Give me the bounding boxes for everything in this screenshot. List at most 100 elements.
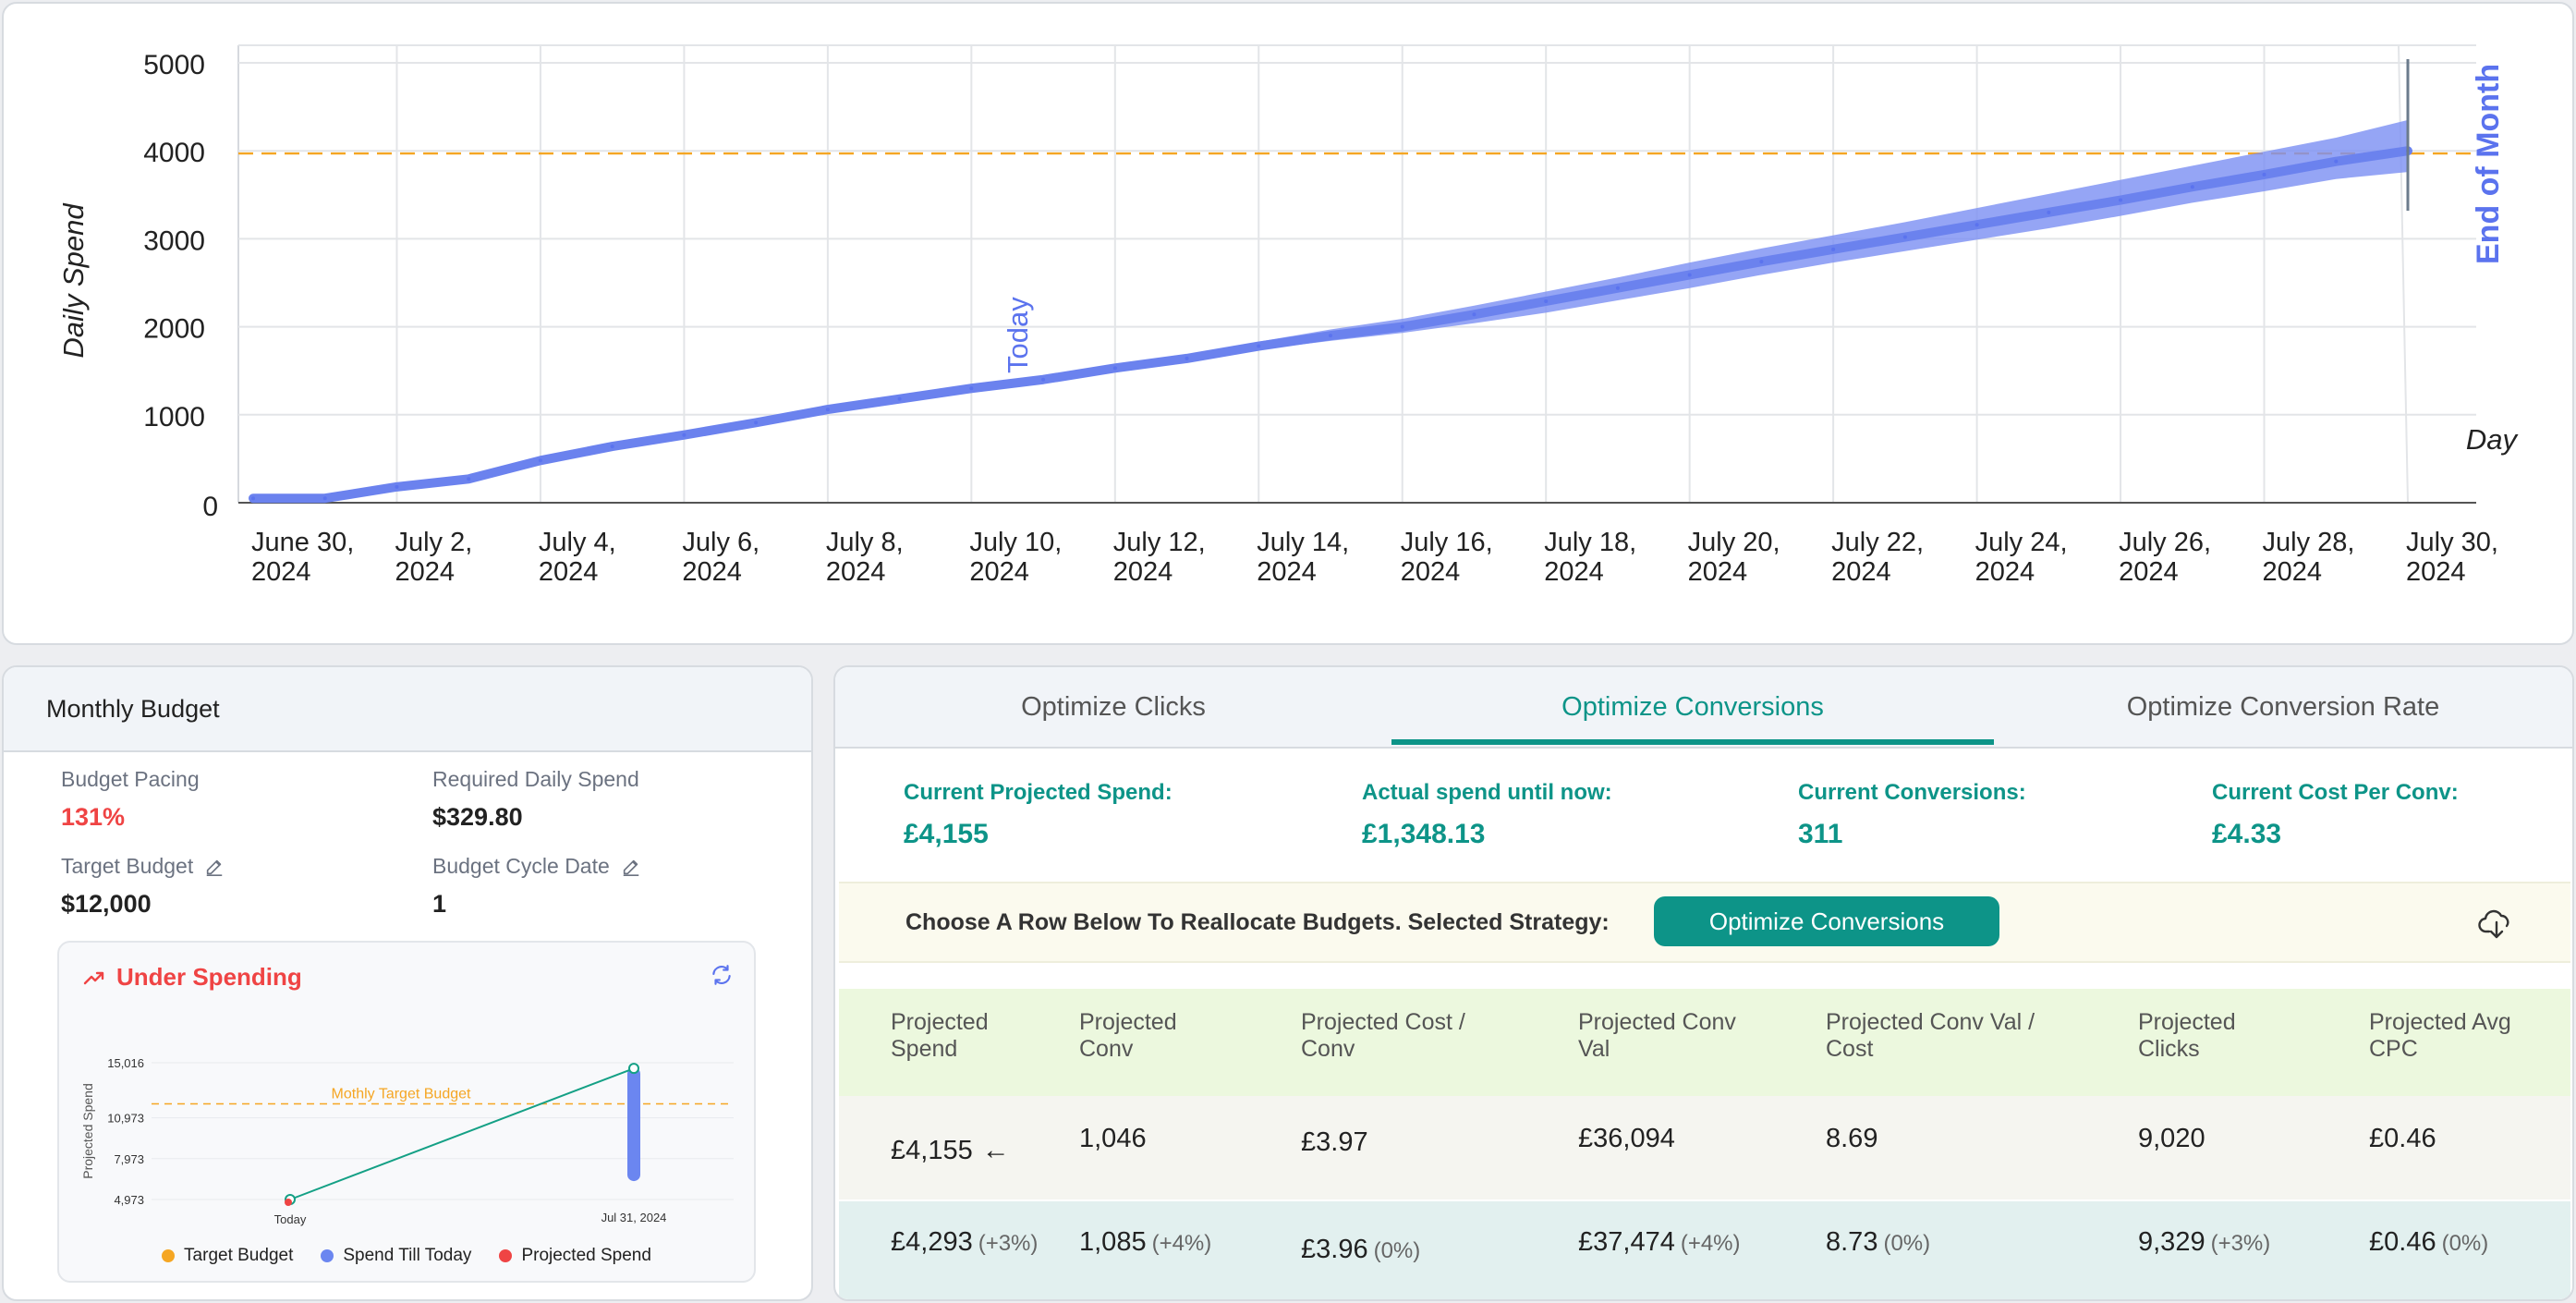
budget-pacing: Budget Pacing 131% bbox=[61, 767, 200, 832]
metric-label: Current Cost Per Conv: bbox=[2212, 780, 2459, 805]
cell-change: (+4%) bbox=[1680, 1231, 1741, 1256]
metric-current-conversions: Current Conversions: 311 bbox=[1798, 780, 2026, 850]
budget-cycle-label-row: Budget Cycle Date bbox=[432, 854, 641, 879]
mini-x-tick-label: Today bbox=[274, 1212, 307, 1226]
metric-value: £4,155 bbox=[904, 819, 989, 849]
end-of-month-label: End of Month bbox=[2471, 64, 2506, 264]
required-daily-spend-value: $329.80 bbox=[432, 803, 523, 831]
header-line: Projected bbox=[1079, 1009, 1177, 1035]
cell-change: (0%) bbox=[2441, 1231, 2489, 1256]
active-tab-indicator bbox=[1391, 739, 1994, 745]
col-projected-clicks: Projected Clicks bbox=[2138, 1009, 2360, 1063]
table-row[interactable]: £4,293 (+3%) 1,085 (+4%) £3.96 (0%) £37,474… bbox=[839, 1201, 2570, 1299]
cell-clicks: 9,329 (+3%) bbox=[2138, 1227, 2270, 1258]
col-projected-conv: Projected Conv bbox=[1079, 1009, 1301, 1063]
cell-value: £3.96 bbox=[1301, 1235, 1368, 1264]
metric-actual-spend: Actual spend until now: £1,348.13 bbox=[1362, 780, 1612, 850]
cell-value: £0.46 bbox=[2369, 1124, 2436, 1153]
header-line: CPC bbox=[2369, 1036, 2418, 1062]
data-point bbox=[395, 484, 399, 489]
optimization-card: Optimize Clicks Optimize Conversions Opt… bbox=[833, 665, 2574, 1301]
tab-optimize-conversion-rate[interactable]: Optimize Conversion Rate bbox=[2126, 692, 2440, 722]
today-marker-label: Today bbox=[1002, 297, 1034, 373]
col-projected-avg-cpc: Projected Avg CPC bbox=[2369, 1009, 2572, 1063]
data-point bbox=[1041, 377, 1046, 382]
x-tick-label: July 8, 2024 bbox=[826, 528, 904, 587]
cell-value: 9,020 bbox=[2138, 1124, 2205, 1153]
header-line: Projected Conv Val / bbox=[1826, 1009, 2035, 1035]
projected-end-point bbox=[628, 1063, 639, 1075]
x-tick-label: July 14, 2024 bbox=[1257, 528, 1349, 587]
mini-chart-legend: Target Budget Spend Till Today Projected… bbox=[59, 1246, 754, 1266]
cell-conv-val-cost: 8.69 bbox=[1826, 1124, 1877, 1154]
header-line: Val bbox=[1578, 1036, 1610, 1062]
legend-label: Projected Spend bbox=[521, 1246, 651, 1265]
grid-line bbox=[2398, 44, 2409, 504]
strategy-tabs: Optimize Clicks Optimize Conversions Opt… bbox=[835, 667, 2572, 749]
cell-value: 1,085 bbox=[1079, 1227, 1147, 1257]
cell-value: £37,474 bbox=[1578, 1227, 1675, 1257]
x-tick-label: July 26, 2024 bbox=[2119, 528, 2211, 587]
y-tick-label: 4000 bbox=[143, 138, 205, 168]
data-point bbox=[2190, 185, 2194, 189]
table-header: Projected Spend Projected Conv Projected C… bbox=[839, 989, 2570, 1096]
mini-y-tick-label: 7,973 bbox=[114, 1152, 144, 1166]
under-spending-panel: Under Spending 4,973 7,973 10,973 15,016 Pro… bbox=[57, 941, 756, 1283]
data-point bbox=[2262, 172, 2266, 177]
x-tick-label: July 12, 2024 bbox=[1113, 528, 1206, 587]
metric-value: 311 bbox=[1798, 819, 1843, 849]
table-row[interactable]: £4,155 ← 1,046 £3.97 £36,094 8.69 9,020 £… bbox=[839, 1096, 2570, 1199]
required-daily-spend-label: Required Daily Spend bbox=[432, 767, 639, 791]
header-line: Conv bbox=[1079, 1036, 1134, 1062]
metric-cost-per-conv: Current Cost Per Conv: £4.33 bbox=[2212, 780, 2459, 850]
data-point bbox=[2119, 198, 2123, 202]
data-point bbox=[1400, 324, 1404, 329]
metric-value: £1,348.13 bbox=[1362, 819, 1486, 849]
download-icon[interactable] bbox=[2478, 907, 2515, 941]
data-point bbox=[2047, 210, 2051, 214]
cell-value: £3.97 bbox=[1301, 1127, 1368, 1157]
refresh-icon[interactable] bbox=[710, 963, 734, 987]
cell-value: £0.46 bbox=[2369, 1227, 2436, 1257]
x-tick-label: July 22, 2024 bbox=[1831, 528, 1924, 587]
tab-optimize-conversions[interactable]: Optimize Conversions bbox=[1561, 692, 1824, 722]
x-tick-label: July 6, 2024 bbox=[682, 528, 759, 587]
cell-value: 9,329 bbox=[2138, 1227, 2205, 1257]
cell-conv: 1,085 (+4%) bbox=[1079, 1227, 1211, 1258]
selected-strategy-button[interactable]: Optimize Conversions bbox=[1654, 896, 1999, 946]
projected-spend-mini-chart: 4,973 7,973 10,973 15,016 Projected Spend Mot… bbox=[80, 1056, 734, 1226]
projected-spend-line bbox=[289, 1067, 635, 1200]
data-point bbox=[1759, 260, 1764, 264]
under-spending-title: Under Spending bbox=[83, 963, 302, 992]
data-point bbox=[1544, 299, 1549, 304]
cell-change: (+4%) bbox=[1151, 1231, 1212, 1256]
y-tick-label: 5000 bbox=[143, 50, 205, 80]
budget-cycle-date: Budget Cycle Date 1 bbox=[432, 854, 641, 919]
cell-spend: £4,155 ← bbox=[891, 1135, 1010, 1166]
legend-target-budget: Target Budget bbox=[162, 1246, 293, 1266]
legend-dot bbox=[499, 1249, 513, 1262]
cell-avg-cpc: £0.46 (0%) bbox=[2369, 1227, 2488, 1258]
data-point bbox=[2334, 159, 2339, 164]
col-projected-cost-conv: Projected Cost / Conv bbox=[1301, 1009, 1523, 1063]
edit-cycle-date-icon[interactable] bbox=[621, 857, 641, 877]
edit-target-budget-icon[interactable] bbox=[204, 857, 225, 877]
data-point bbox=[1257, 344, 1261, 348]
legend-dot bbox=[321, 1249, 334, 1262]
cell-conv: 1,046 bbox=[1079, 1124, 1147, 1154]
y-tick-label: 0 bbox=[202, 492, 218, 522]
header-line: Projected Avg bbox=[2369, 1009, 2511, 1035]
tab-optimize-clicks[interactable]: Optimize Clicks bbox=[1021, 692, 1206, 722]
current-row-arrow-icon: ← bbox=[981, 1135, 1010, 1165]
trending-up-icon bbox=[83, 971, 104, 984]
data-point bbox=[969, 386, 974, 391]
data-point bbox=[251, 496, 255, 501]
header-line: Cost bbox=[1826, 1036, 1874, 1062]
cell-value: £4,155 bbox=[891, 1136, 973, 1165]
under-spending-label: Under Spending bbox=[116, 963, 302, 991]
data-point bbox=[682, 432, 687, 437]
cell-conv-val-cost: 8.73 (0%) bbox=[1826, 1227, 1930, 1258]
cell-change: (0%) bbox=[1883, 1231, 1931, 1256]
cell-conv-val: £37,474 (+4%) bbox=[1578, 1227, 1741, 1258]
cell-conv-val: £36,094 bbox=[1578, 1124, 1675, 1154]
